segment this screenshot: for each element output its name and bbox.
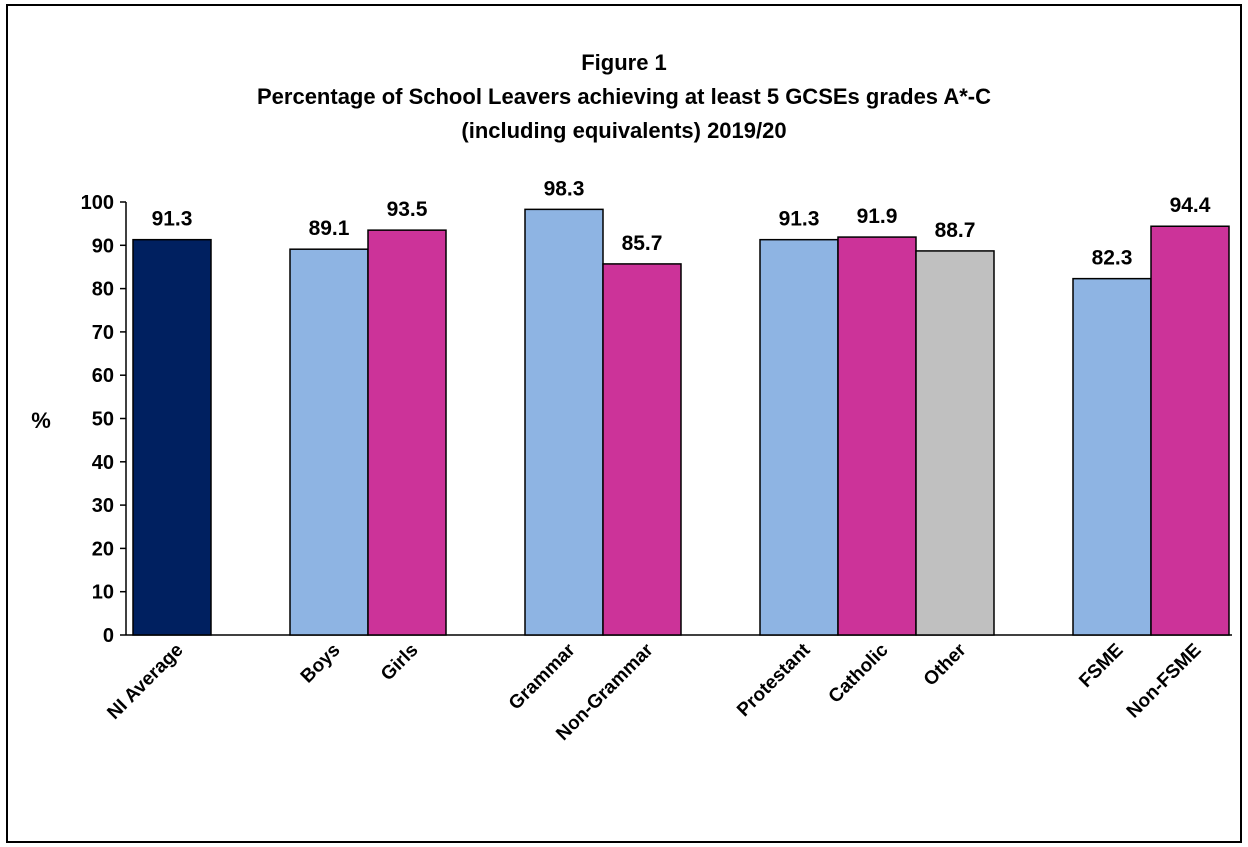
data-label: 82.3 — [1092, 247, 1133, 270]
y-tick-label: 0 — [103, 625, 114, 647]
x-tick-label: Non-FSME — [1123, 640, 1206, 723]
x-tick-label: NI Average — [103, 640, 187, 724]
bar — [524, 208, 604, 636]
bar — [289, 248, 369, 636]
chart-subtitle-2: (including equivalents) 2019/20 — [461, 118, 787, 143]
data-label: 89.1 — [309, 217, 350, 240]
y-tick-label: 30 — [92, 495, 114, 517]
x-tick-label: Boys — [297, 640, 345, 688]
y-axis-label: % — [31, 408, 51, 433]
bar — [1150, 225, 1230, 636]
data-label: 93.5 — [387, 198, 428, 221]
y-tick-label: 50 — [92, 409, 114, 431]
bar — [367, 229, 447, 636]
bar — [837, 236, 917, 636]
bar — [915, 250, 995, 636]
data-label: 85.7 — [622, 232, 663, 255]
chart-subtitle: Percentage of School Leavers achieving a… — [256, 84, 991, 109]
y-tick-label: 20 — [92, 538, 114, 560]
data-label: 94.4 — [1170, 194, 1211, 217]
y-tick-label: 90 — [92, 235, 114, 257]
y-tick-label: 100 — [81, 192, 114, 214]
y-tick-label: 10 — [92, 582, 114, 604]
x-tick-label: Girls — [377, 640, 422, 685]
x-tick-label: Protestant — [733, 639, 815, 721]
bar — [602, 263, 682, 636]
y-tick-label: 60 — [92, 365, 114, 387]
y-tick-label: 40 — [92, 452, 114, 474]
y-tick-label: 70 — [92, 322, 114, 344]
data-label: 91.3 — [152, 208, 193, 231]
bar — [1072, 277, 1152, 636]
y-tick-label: 80 — [92, 279, 114, 301]
x-tick-label: Other — [920, 639, 971, 690]
data-label: 91.9 — [857, 205, 898, 228]
data-label: 98.3 — [544, 177, 585, 200]
data-label: 91.3 — [779, 208, 820, 231]
x-tick-label: FSME — [1075, 640, 1127, 692]
bar — [132, 238, 212, 636]
bar — [759, 238, 839, 636]
x-tick-label: Grammar — [505, 639, 580, 714]
data-label: 88.7 — [935, 219, 976, 242]
x-tick-label: Catholic — [825, 639, 893, 707]
chart-title: Figure 1 — [581, 50, 667, 75]
